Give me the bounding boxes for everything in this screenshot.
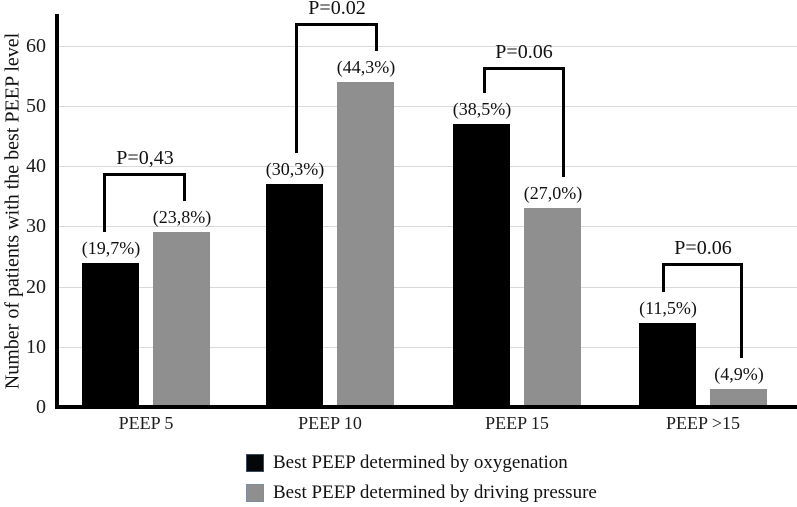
- legend-item-driving-pressure: Best PEEP determined by driving pressure: [246, 482, 597, 504]
- driving-pressure-swatch-icon: [246, 484, 264, 502]
- bar-oxygenation-peep-15: [639, 323, 696, 409]
- bar-value-label-driving-pressure-peep-5: (23,8%): [152, 207, 212, 227]
- y-axis-title: Number of patients with the best PEEP le…: [1, 32, 24, 390]
- x-category-label-peep-10: PEEP 10: [298, 413, 362, 433]
- significance-bracket-left-2: [483, 67, 486, 93]
- legend: Best PEEP determined by oxygenation Best…: [246, 452, 597, 504]
- bar-oxygenation-peep-15: [453, 124, 510, 409]
- bar-driving-pressure-peep-15: [524, 208, 581, 409]
- oxygenation-swatch-icon: [246, 454, 264, 472]
- bar-value-label-oxygenation-peep-5: (19,7%): [81, 238, 141, 258]
- y-tick-label-50: 50: [26, 95, 46, 117]
- bar-oxygenation-peep-10: [266, 184, 323, 409]
- bar-value-label-oxygenation-peep-10: (30,3%): [265, 159, 325, 179]
- y-tick-label-30: 30: [26, 215, 46, 237]
- significance-bracket-right-2: [562, 67, 565, 177]
- significance-bracket-left-0: [103, 173, 106, 232]
- p-value-label-2: P=0.06: [495, 41, 553, 63]
- gridline-y-40: [57, 166, 797, 167]
- bar-oxygenation-peep-5: [82, 263, 139, 409]
- significance-bracket-0: [103, 173, 186, 176]
- significance-bracket-left-3: [662, 263, 665, 292]
- significance-bracket-right-1: [375, 23, 378, 51]
- legend-label-driving-pressure: Best PEEP determined by driving pressure: [273, 482, 597, 503]
- gridline-y-20: [57, 287, 797, 288]
- y-tick-label-10: 10: [26, 336, 46, 358]
- significance-bracket-3: [662, 263, 743, 266]
- y-axis-line: [55, 14, 59, 409]
- bar-driving-pressure-peep-10: [337, 82, 394, 409]
- significance-bracket-right-3: [740, 263, 743, 358]
- y-tick-label-40: 40: [26, 155, 46, 177]
- significance-bracket-right-0: [183, 173, 186, 201]
- bar-driving-pressure-peep-5: [153, 232, 210, 409]
- gridline-y-30: [57, 226, 797, 227]
- bar-value-label-driving-pressure-peep-10: (44,3%): [336, 57, 396, 77]
- y-tick-label-20: 20: [26, 276, 46, 298]
- significance-bracket-2: [483, 67, 565, 70]
- significance-bracket-left-1: [295, 23, 298, 153]
- x-category-label-peep-5: PEEP 5: [118, 413, 174, 433]
- gridline-y-60: [57, 46, 797, 47]
- significance-bracket-1: [295, 23, 378, 26]
- x-category-label-peep-15: PEEP >15: [666, 413, 740, 433]
- x-axis-line: [55, 405, 797, 409]
- bar-value-label-driving-pressure-peep-15: (4,9%): [714, 364, 764, 384]
- y-tick-label-60: 60: [26, 35, 46, 57]
- bar-value-label-oxygenation-peep-15: (11,5%): [639, 298, 697, 318]
- p-value-label-1: P=0.02: [308, 0, 366, 19]
- bar-driving-pressure-peep-15: [710, 389, 767, 409]
- legend-label-oxygenation: Best PEEP determined by oxygenation: [273, 452, 568, 473]
- legend-item-oxygenation: Best PEEP determined by oxygenation: [246, 452, 597, 474]
- bar-value-label-driving-pressure-peep-15: (27,0%): [523, 183, 583, 203]
- y-tick-label-0: 0: [36, 396, 46, 418]
- p-value-label-3: P=0.06: [674, 237, 732, 259]
- gridline-y-50: [57, 106, 797, 107]
- p-value-label-0: P=0,43: [116, 147, 174, 169]
- bar-value-label-oxygenation-peep-15: (38,5%): [452, 99, 512, 119]
- x-category-label-peep-15: PEEP 15: [485, 413, 549, 433]
- gridline-y-10: [57, 347, 797, 348]
